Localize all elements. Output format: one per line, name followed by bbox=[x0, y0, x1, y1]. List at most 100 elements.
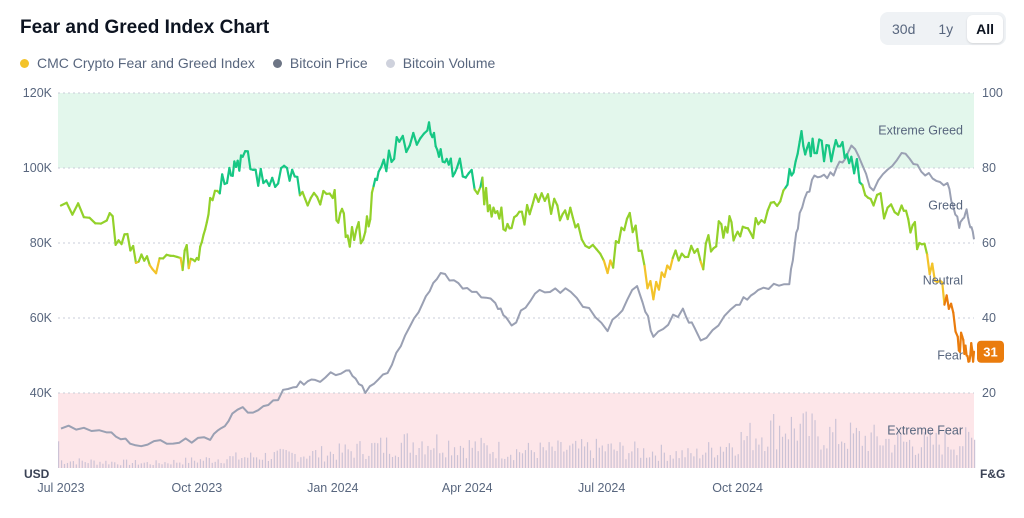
legend-item-fear-greed[interactable]: CMC Crypto Fear and Greed Index bbox=[20, 55, 255, 71]
fear-greed-line-segment bbox=[652, 280, 658, 301]
volume-bar bbox=[312, 451, 314, 468]
fear-greed-line-segment bbox=[779, 189, 785, 203]
volume-bar bbox=[403, 434, 405, 468]
volume-bar bbox=[489, 453, 491, 468]
volume-bar bbox=[380, 437, 382, 468]
volume-bar bbox=[90, 459, 92, 468]
legend-dot-fear-greed bbox=[20, 58, 29, 68]
fear-greed-line-segment bbox=[730, 221, 735, 242]
zone-label-fear: Fear bbox=[937, 349, 963, 363]
volume-bar bbox=[456, 455, 459, 468]
zone-label-extreme-fear: Extreme Fear bbox=[887, 424, 963, 438]
volume-bar bbox=[362, 454, 364, 468]
volume-bar bbox=[761, 437, 763, 468]
volume-bar bbox=[566, 449, 568, 468]
y-right-tick-label: 80 bbox=[982, 161, 996, 175]
volume-bar bbox=[518, 452, 521, 468]
volume-bar bbox=[433, 448, 435, 468]
volume-bar bbox=[696, 448, 698, 468]
volume-bar bbox=[78, 458, 80, 468]
zone-label-neutral: Neutral bbox=[923, 274, 963, 288]
volume-bar bbox=[258, 459, 261, 468]
volume-bar bbox=[876, 436, 878, 468]
volume-bar bbox=[731, 447, 733, 468]
volume-bar bbox=[383, 452, 385, 468]
fear-greed-line-segment bbox=[949, 302, 955, 314]
fear-greed-line-segment bbox=[634, 224, 640, 252]
volume-bar bbox=[944, 431, 946, 468]
volume-bar bbox=[778, 425, 781, 468]
range-button-30d[interactable]: 30d bbox=[892, 20, 916, 37]
fear-greed-line-segment bbox=[696, 247, 702, 263]
volume-bar bbox=[63, 463, 66, 468]
volume-bar bbox=[72, 461, 74, 468]
legend-label-bitcoin-price: Bitcoin Price bbox=[289, 55, 368, 71]
volume-bar bbox=[548, 442, 550, 468]
fear-greed-line-segment bbox=[211, 189, 217, 202]
volume-bar bbox=[858, 431, 860, 468]
fear-greed-line-segment bbox=[120, 233, 126, 246]
volume-bar bbox=[787, 439, 790, 468]
fear-greed-line-segment bbox=[677, 252, 683, 262]
volume-bar bbox=[223, 463, 225, 468]
volume-bar bbox=[911, 446, 914, 468]
volume-bar bbox=[841, 441, 843, 468]
volume-bar bbox=[199, 459, 202, 468]
volume-bar bbox=[445, 457, 447, 468]
volume-bar bbox=[849, 422, 852, 468]
fear-greed-line-segment bbox=[763, 209, 769, 224]
fear-greed-line-segment bbox=[405, 144, 411, 154]
volume-bar bbox=[173, 459, 175, 468]
fear-greed-line-segment bbox=[291, 168, 296, 178]
fear-greed-line-segment bbox=[702, 242, 707, 271]
volume-bar bbox=[838, 444, 840, 468]
volume-bar bbox=[903, 441, 905, 468]
volume-bar bbox=[873, 424, 875, 468]
fear-greed-line-segment bbox=[786, 167, 791, 186]
volume-bar bbox=[908, 439, 911, 468]
volume-bar bbox=[318, 457, 320, 468]
volume-bar bbox=[117, 464, 119, 468]
volume-bar bbox=[300, 457, 302, 468]
y-right-tick-label: 20 bbox=[982, 386, 996, 400]
volume-bar bbox=[725, 447, 727, 468]
volume-bar bbox=[941, 454, 943, 468]
volume-bar bbox=[427, 445, 429, 468]
volume-bar bbox=[513, 460, 515, 468]
volume-bar bbox=[267, 460, 269, 468]
fear-greed-line-segment bbox=[393, 136, 398, 160]
volume-bar bbox=[687, 448, 689, 468]
volume-bar bbox=[581, 439, 583, 468]
fear-greed-line-segment bbox=[470, 168, 476, 191]
range-button-all[interactable]: All bbox=[967, 14, 1003, 43]
fear-greed-line-segment bbox=[408, 131, 415, 147]
legend-label-bitcoin-volume: Bitcoin Volume bbox=[402, 55, 496, 71]
legend-item-bitcoin-volume[interactable]: Bitcoin Volume bbox=[385, 55, 496, 71]
volume-bar bbox=[817, 436, 819, 468]
fear-greed-line-segment bbox=[889, 203, 896, 214]
volume-bar bbox=[356, 443, 358, 468]
volume-bar bbox=[693, 456, 695, 468]
volume-bar bbox=[533, 452, 535, 468]
fear-greed-line-segment bbox=[333, 189, 338, 222]
volume-bar bbox=[365, 458, 367, 468]
bitcoin-price-line bbox=[60, 144, 975, 448]
y-left-tick-label: 40K bbox=[30, 386, 53, 400]
legend-item-bitcoin-price[interactable]: Bitcoin Price bbox=[272, 55, 368, 71]
fear-greed-line-segment bbox=[896, 204, 903, 216]
volume-bar bbox=[740, 431, 742, 468]
volume-bar bbox=[102, 463, 104, 468]
volume-bar bbox=[648, 457, 651, 468]
volume-bar bbox=[137, 464, 139, 468]
fear-greed-line-segment bbox=[861, 183, 867, 197]
fear-greed-line-segment bbox=[872, 193, 879, 207]
volume-bar bbox=[323, 461, 326, 468]
fear-greed-line-segment bbox=[259, 167, 265, 185]
volume-bar bbox=[279, 448, 281, 468]
range-button-1y[interactable]: 1y bbox=[938, 20, 954, 37]
volume-bar bbox=[829, 426, 831, 468]
fear-greed-line-segment bbox=[576, 223, 583, 241]
chart-title: Fear and Greed Index Chart bbox=[20, 17, 270, 38]
volume-bar bbox=[193, 460, 196, 468]
